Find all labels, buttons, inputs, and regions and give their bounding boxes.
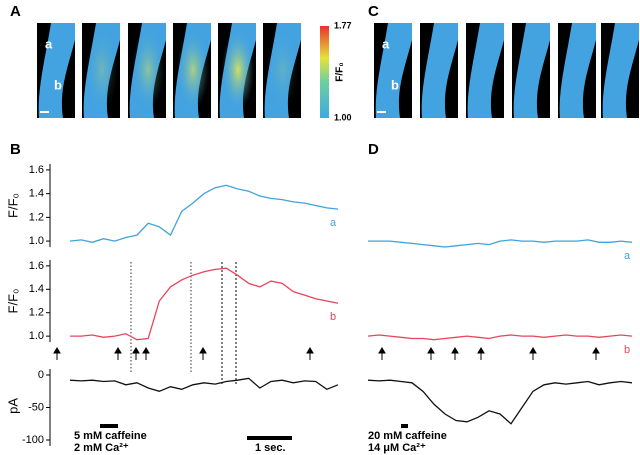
cell-shape: [375, 23, 412, 118]
region-label: b: [54, 77, 62, 92]
y-tick-label: -100: [22, 434, 44, 446]
trace-label: b: [624, 344, 630, 356]
y-tick-label: 1.0: [29, 235, 44, 247]
ca-spot: [267, 30, 299, 110]
cell-shape: [421, 23, 458, 118]
event-arrowhead: [132, 347, 140, 354]
event-arrowhead: [306, 347, 314, 354]
region-label: b: [391, 77, 399, 92]
y-tick-label: 0: [38, 369, 44, 381]
y-axis-label: F/F₀: [5, 193, 20, 218]
annotation: 2 mM Ca²⁺: [74, 442, 129, 454]
region-label: a: [382, 36, 390, 51]
trace: [368, 239, 633, 248]
ca-spot: [132, 30, 164, 110]
colorbar-tick: 1.00: [334, 112, 352, 122]
trace: [367, 379, 633, 425]
trace-label: a: [624, 250, 631, 262]
cell-shape: [559, 23, 596, 118]
event-arrowhead: [378, 347, 386, 354]
y-axis-label: pA: [5, 398, 20, 414]
stimulus-markers: [53, 262, 600, 440]
y-axis-label: F/F₀: [5, 289, 20, 314]
trace: [69, 184, 339, 243]
annotation: 20 mM caffeine: [368, 430, 447, 442]
panel-label: A: [10, 3, 21, 20]
colorbar: [320, 26, 329, 118]
ca-spot: [177, 30, 209, 110]
panel-label: B: [10, 141, 21, 158]
event-arrowhead: [451, 347, 459, 354]
y-tick-label: 1.2: [29, 307, 44, 319]
panel-label: C: [368, 3, 379, 20]
colorbar-tick: 1.77: [334, 20, 352, 30]
trace-label: b: [330, 311, 336, 323]
trace: [70, 267, 339, 341]
event-arrowhead: [199, 347, 207, 354]
event-arrowhead: [142, 347, 150, 354]
ca-spot: [222, 30, 254, 110]
cell-shape: [513, 23, 550, 118]
y-tick-label: 1.4: [29, 283, 44, 295]
cell-shape: [602, 23, 639, 118]
event-arrowhead: [592, 347, 600, 354]
event-arrowhead: [529, 347, 537, 354]
y-tick-label: 1.2: [29, 211, 44, 223]
y-tick-label: -50: [28, 401, 44, 413]
y-tick-label: 1.0: [29, 330, 44, 342]
event-arrowhead: [114, 347, 122, 354]
image-tiles: [37, 23, 639, 118]
cell-shape: [467, 23, 504, 118]
annotation: 14 μM Ca²⁺: [368, 442, 426, 454]
event-arrowhead: [477, 347, 485, 354]
annotation: 5 mM caffeine: [74, 430, 147, 442]
y-tick-label: 1.4: [29, 188, 44, 200]
trace: [367, 334, 633, 341]
y-tick-label: 1.6: [29, 164, 44, 176]
y-tick-label: 1.6: [29, 260, 44, 272]
region-label: a: [45, 36, 53, 51]
event-arrowhead: [427, 347, 435, 354]
annotation: 1 sec.: [255, 442, 286, 454]
trace: [69, 377, 339, 392]
cell-shape: [38, 23, 75, 118]
ca-spot: [86, 30, 118, 110]
colorbar-label: F/F₀: [335, 62, 346, 82]
panel-label: D: [368, 141, 379, 158]
event-arrowhead: [53, 347, 61, 354]
trace-label: a: [330, 217, 337, 229]
